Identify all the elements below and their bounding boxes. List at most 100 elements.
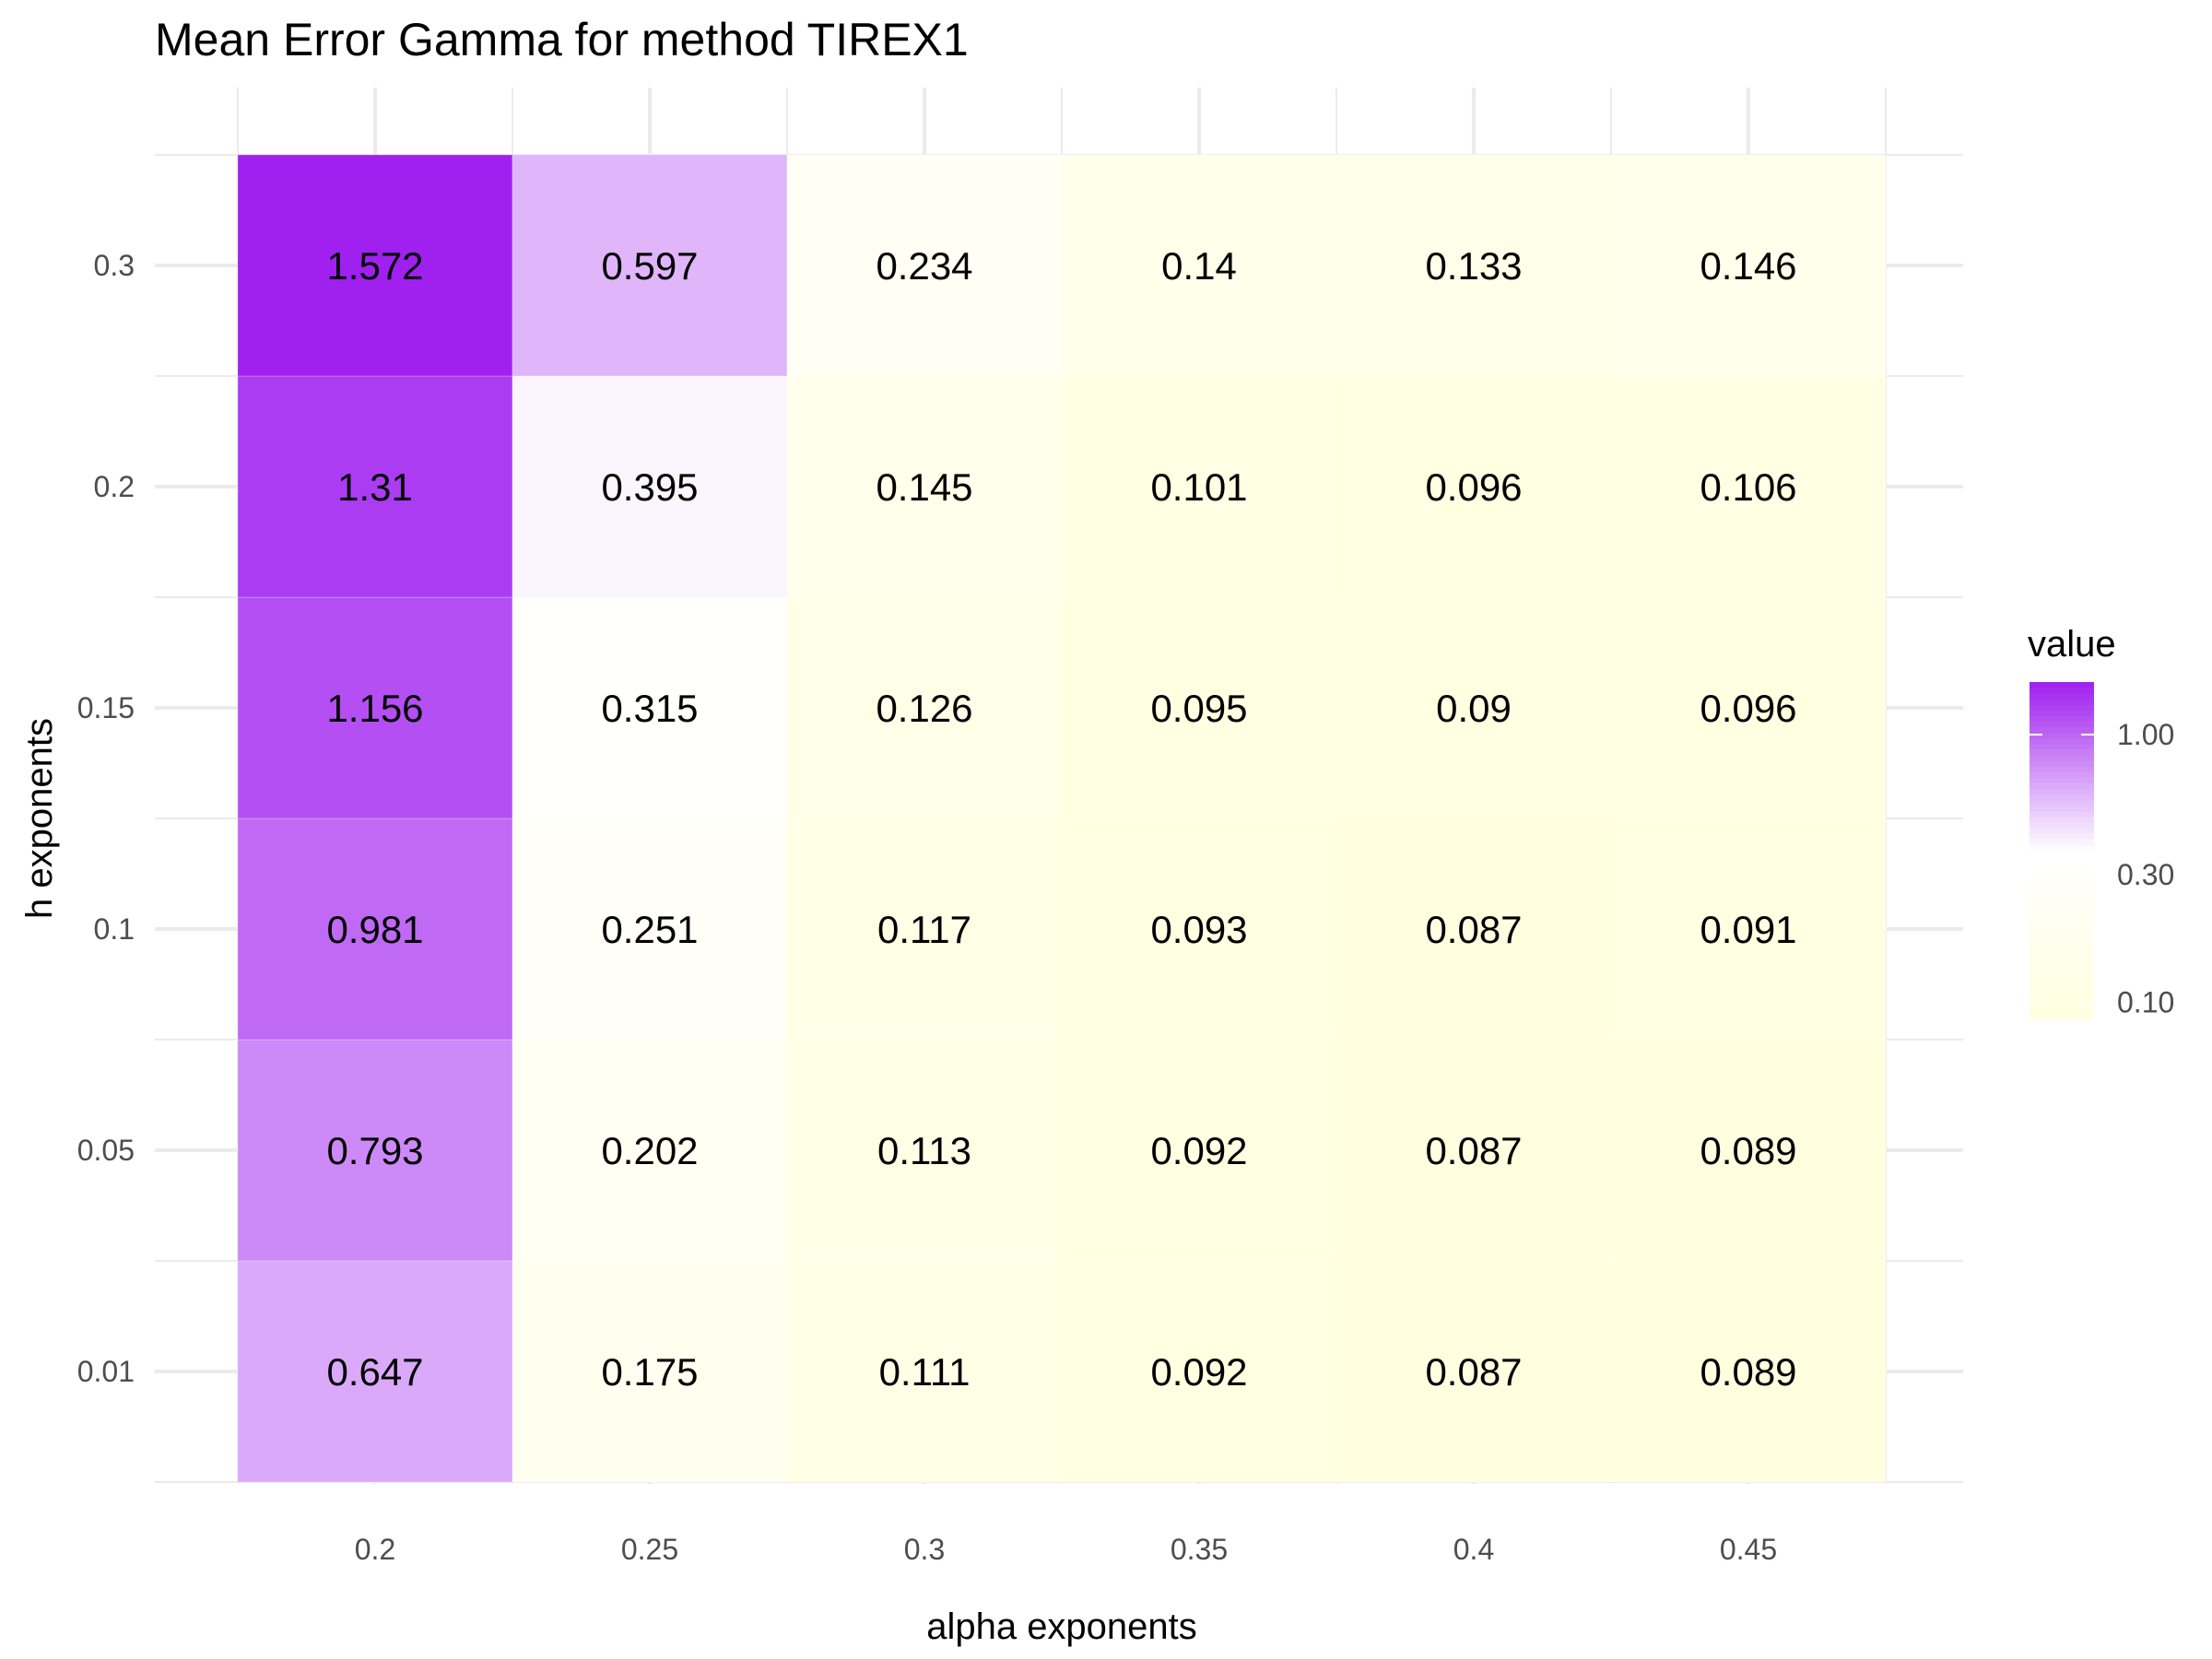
legend-colorbar-step (2030, 877, 2094, 885)
cell-value-label: 0.146 (1700, 244, 1796, 288)
legend-colorbar-step (2030, 923, 2094, 930)
cell-value-label: 1.31 (337, 465, 413, 509)
legend-colorbar-step (2030, 850, 2094, 857)
cell-value-label: 0.087 (1425, 1129, 1522, 1172)
heatmap-cell (1335, 154, 1612, 377)
legend-colorbar-step (2030, 839, 2094, 846)
cell-value-label: 0.234 (876, 244, 972, 288)
legend-break-label: 1.00 (2117, 718, 2174, 751)
x-axis-title: alpha exponents (926, 1606, 1197, 1647)
cell-value-label: 0.092 (1150, 1350, 1247, 1394)
cell-value-label: 0.106 (1700, 465, 1796, 509)
legend-colorbar-step (2030, 895, 2094, 901)
heatmap-cell (512, 1260, 788, 1483)
cell-value-label: 0.133 (1425, 244, 1522, 288)
heatmap-cell (237, 596, 513, 819)
heatmap-cell (1061, 818, 1337, 1041)
legend-colorbar-step (2030, 1012, 2094, 1019)
legend-colorbar-step (2030, 771, 2094, 779)
heatmap-cell (237, 154, 513, 377)
x-tick-label: 0.25 (621, 1533, 678, 1566)
legend-colorbar-step (2030, 715, 2094, 723)
legend-colorbar-step (2030, 900, 2094, 907)
cell-value-label: 0.092 (1150, 1129, 1247, 1172)
heatmap-cell (512, 596, 788, 819)
legend-colorbar-step (2030, 951, 2094, 958)
x-tick-label: 0.35 (1171, 1533, 1228, 1566)
legend-colorbar-step (2030, 939, 2094, 947)
cell-value-label: 0.089 (1700, 1129, 1796, 1172)
legend-colorbar-step (2030, 693, 2094, 700)
legend-colorbar-step (2030, 817, 2094, 823)
legend-colorbar-step (2030, 732, 2094, 739)
cell-value-label: 0.981 (326, 908, 423, 951)
legend-colorbar-step (2030, 726, 2094, 734)
legend-colorbar-step (2030, 945, 2094, 952)
cell-value-label: 0.096 (1425, 465, 1522, 509)
legend-colorbar-step (2030, 805, 2094, 812)
legend-colorbar-step (2030, 799, 2094, 806)
legend-colorbar-step (2030, 968, 2094, 974)
legend-colorbar-step (2030, 755, 2094, 761)
legend-colorbar-step (2030, 866, 2094, 874)
legend-colorbar-step (2030, 743, 2094, 750)
cell-value-label: 0.095 (1150, 687, 1247, 730)
legend-colorbar-step (2030, 777, 2094, 784)
legend-colorbar-step (2030, 995, 2094, 1003)
heatmap-cell (1335, 818, 1612, 1041)
legend-colorbar-step (2030, 782, 2094, 790)
legend-colorbar-step (2030, 979, 2094, 986)
legend-colorbar-step (2030, 906, 2094, 913)
cell-value-label: 0.093 (1150, 908, 1247, 951)
cell-value-label: 1.572 (326, 244, 423, 288)
legend-colorbar-step (2030, 928, 2094, 935)
cell-value-label: 0.111 (879, 1350, 971, 1394)
heatmap-cell (786, 818, 1063, 1041)
cell-value-label: 0.091 (1700, 908, 1796, 951)
y-tick-label: 0.01 (77, 1355, 135, 1388)
legend-colorbar-step (2030, 889, 2094, 896)
heatmap-cell (786, 1039, 1063, 1262)
legend-colorbar-step (2030, 1006, 2094, 1014)
heatmap-cell (512, 818, 788, 1041)
cell-value-label: 0.647 (326, 1350, 423, 1394)
heatmap-cell (1335, 1260, 1612, 1483)
cell-value-label: 0.101 (1150, 465, 1247, 509)
cell-value-label: 0.145 (876, 465, 972, 509)
legend-colorbar-step (2030, 855, 2094, 863)
y-tick-label: 0.1 (94, 912, 135, 946)
legend-colorbar-step (2030, 990, 2094, 997)
heatmap-cell (1610, 375, 1887, 598)
legend-colorbar-step (2030, 917, 2094, 924)
legend-colorbar-step (2030, 884, 2094, 890)
cell-value-label: 0.087 (1425, 1350, 1522, 1394)
heatmap-cell (1335, 1039, 1612, 1262)
x-tick-label: 0.45 (1720, 1533, 1777, 1566)
heatmap-cell (1061, 1260, 1337, 1483)
legend-colorbar-step (2030, 749, 2094, 756)
heatmap-cell (237, 818, 513, 1041)
cell-value-label: 0.126 (876, 687, 972, 730)
legend-colorbar-step (2030, 912, 2094, 919)
heatmap-cell (1610, 1039, 1887, 1262)
legend-colorbar-step (2030, 973, 2094, 981)
x-tick-label: 0.2 (355, 1533, 395, 1566)
heatmap-cell (1610, 818, 1887, 1041)
chart-title: Mean Error Gamma for method TIREX1 (155, 14, 969, 65)
legend-break-label: 0.10 (2117, 985, 2174, 1018)
legend-colorbar-step (2030, 682, 2094, 688)
legend-colorbar-step (2030, 872, 2094, 879)
cell-value-label: 0.113 (877, 1129, 971, 1172)
cell-value-label: 0.315 (601, 687, 698, 730)
heatmap-cell (1610, 154, 1887, 377)
heatmap-cell (237, 1260, 513, 1483)
legend-colorbar-step (2030, 710, 2094, 717)
legend-colorbar-step (2030, 688, 2094, 694)
cell-value-label: 0.395 (601, 465, 698, 509)
legend-colorbar-step (2030, 737, 2094, 745)
legend-colorbar-step (2030, 788, 2094, 795)
legend-colorbar-step (2030, 810, 2094, 818)
y-tick-label: 0.2 (94, 470, 135, 503)
cell-value-label: 0.087 (1425, 908, 1522, 951)
heatmap-cell (1061, 375, 1337, 598)
